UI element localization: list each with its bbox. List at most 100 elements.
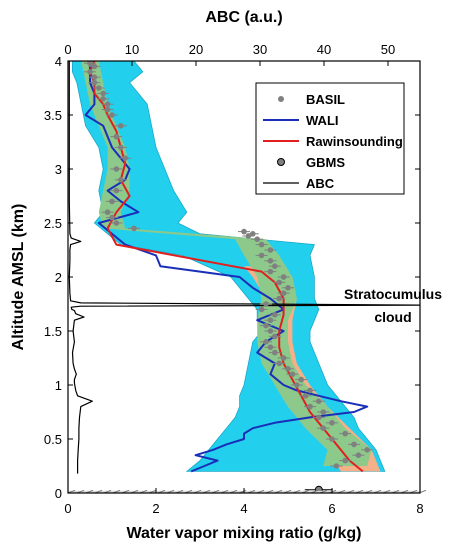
basil-point: [118, 144, 124, 151]
top-tick-label: 50: [381, 42, 395, 57]
y-tick-label: 3: [55, 162, 62, 177]
top-tick-label: 40: [317, 42, 331, 57]
basil-point: [109, 112, 115, 118]
basil-point: [280, 290, 287, 297]
legend-abc-label: ABC: [306, 176, 335, 191]
basil-point: [320, 425, 327, 432]
basil-point: [272, 263, 278, 270]
basil-point: [91, 74, 98, 80]
basil-point: [307, 387, 313, 394]
basil-point: [342, 457, 349, 464]
basil-point: [294, 382, 300, 388]
basil-point: [91, 63, 98, 70]
basil-point: [355, 452, 362, 459]
basil-point: [263, 301, 269, 307]
basil-point: [254, 236, 260, 242]
basil-point: [118, 177, 124, 183]
basil-point: [272, 349, 278, 356]
basil-point: [100, 90, 106, 97]
y-axis-title: Altitude AMSL (km): [10, 204, 27, 351]
basil-point: [272, 333, 278, 340]
basil-point: [131, 225, 137, 232]
basil-point: [250, 231, 256, 237]
basil-point: [276, 279, 283, 286]
basil-point: [267, 317, 274, 324]
top-axis-title: ABC (a.u.): [205, 9, 282, 26]
x-tick-label: 8: [416, 501, 423, 516]
basil-point: [267, 258, 274, 264]
basil-point: [104, 101, 111, 107]
basil-point: [320, 409, 327, 415]
x-tick-label: 6: [328, 501, 335, 516]
basil-point: [258, 306, 265, 313]
y-tick-label: 0.5: [44, 432, 62, 447]
basil-point: [87, 69, 93, 75]
basil-uncertainty-band: [81, 61, 372, 466]
top-tick-label: 20: [189, 42, 203, 57]
legend-basil-swatch: [278, 96, 284, 102]
basil-point: [263, 339, 269, 345]
basil-point: [280, 355, 287, 361]
y-tick-label: 3.5: [44, 108, 62, 123]
basil-point: [113, 133, 120, 140]
top-tick-label: 30: [253, 42, 267, 57]
y-tick-label: 0: [55, 486, 62, 501]
y-tick-label: 1.5: [44, 324, 62, 339]
legend-basil-label: BASIL: [306, 92, 345, 107]
basil-point: [316, 398, 322, 405]
basil-point: [285, 366, 291, 372]
y-tick-label: 4: [55, 54, 62, 69]
basil-point: [87, 61, 93, 64]
y-tick-label: 2: [55, 270, 62, 285]
basil-point: [280, 274, 287, 280]
abc-line: [68, 61, 420, 474]
basil-point: [276, 295, 283, 302]
basil-point: [276, 360, 283, 367]
basil-point: [267, 344, 274, 351]
basil-point: [91, 79, 98, 86]
basil-point: [100, 96, 106, 102]
basil-point: [241, 228, 247, 235]
basil-point: [96, 85, 102, 91]
basil-point: [342, 430, 349, 437]
basil-point: [364, 447, 371, 453]
legend-gbms-label: GBMS: [306, 155, 345, 170]
legend-wali-label: WALI: [306, 113, 339, 128]
basil-point: [351, 441, 357, 448]
basil-point: [122, 155, 128, 161]
basil-point: [263, 322, 269, 329]
basil-point: [245, 233, 252, 239]
basil-point: [302, 393, 309, 399]
basil-point: [104, 209, 111, 215]
y-tick-label: 2.5: [44, 216, 62, 231]
y-tick-label: 1: [55, 378, 62, 393]
basil-point: [118, 123, 124, 129]
basil-point: [267, 328, 274, 334]
x-tick-label: 0: [64, 501, 71, 516]
basil-point: [285, 285, 291, 291]
basil-point: [267, 268, 274, 275]
basil-point: [113, 187, 120, 194]
basil-point: [104, 106, 111, 113]
legend-gbms-swatch: [277, 158, 285, 166]
basil-point: [316, 414, 322, 421]
basil-point: [113, 166, 120, 172]
basil-point: [258, 252, 265, 259]
basil-point: [258, 241, 265, 248]
basil-point: [298, 376, 305, 383]
basil-point: [289, 371, 296, 378]
basil-point: [109, 198, 115, 205]
basil-point: [267, 247, 274, 253]
basil-point: [307, 403, 313, 410]
basil-point: [109, 214, 115, 221]
top-tick-label: 0: [64, 42, 71, 57]
annotation-line-1: Stratocumulus: [344, 286, 442, 302]
basil-point: [329, 420, 335, 426]
x-axis-title: Water vapor mixing ratio (g/kg): [127, 525, 362, 542]
legend-rawinsounding-label: Rawinsounding: [306, 134, 403, 149]
top-tick-label: 10: [125, 42, 139, 57]
annotation-line-2: cloud: [374, 309, 411, 325]
basil-point: [329, 436, 335, 442]
basil-point: [272, 312, 278, 318]
